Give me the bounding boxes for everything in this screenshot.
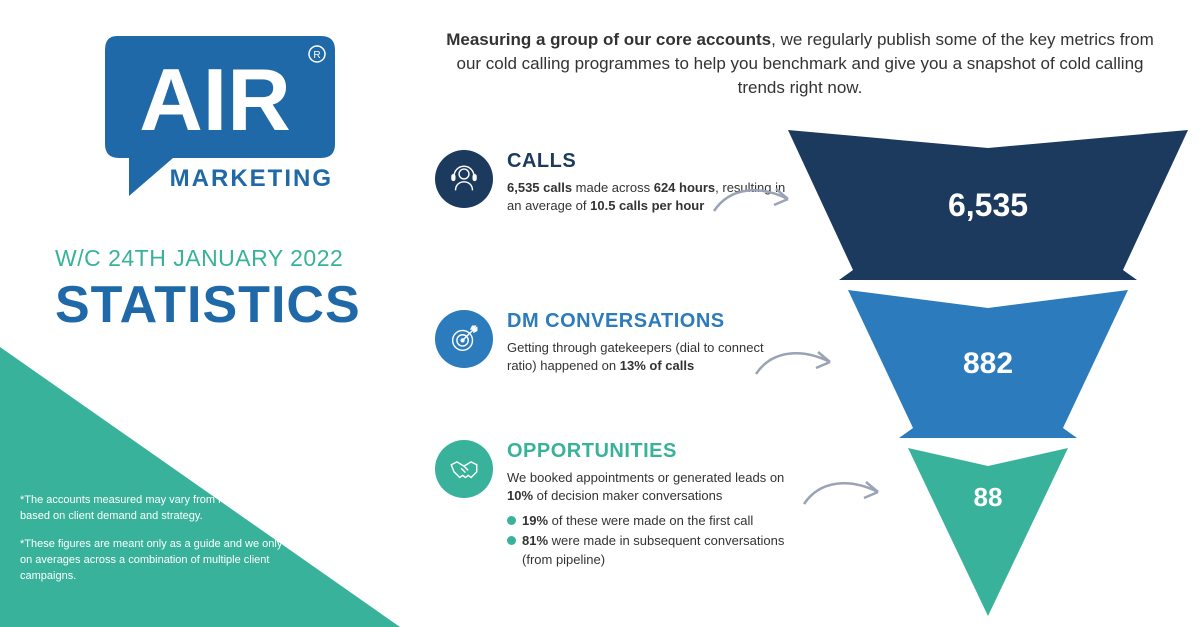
metric-calls-heading: CALLS <box>507 150 787 173</box>
metric-dm-heading: DM CONVERSATIONS <box>507 310 787 333</box>
opportunity-bullet: 19% of these were made on the first call <box>507 511 787 531</box>
metric-opps-heading: OPPORTUNITIES <box>507 440 787 463</box>
metric-dm-conversations: DM CONVERSATIONS Getting through gatekee… <box>435 310 787 375</box>
logo-text: AIR <box>139 50 291 149</box>
disclaimer-line-2: *These figures are meant only as a guide… <box>20 537 320 585</box>
brand-logo: AIR R MARKETING <box>105 28 335 208</box>
opportunity-bullet: 81% were made in subsequent conversation… <box>507 531 787 570</box>
funnel-segment: 882 <box>788 290 1188 438</box>
page-title: STATISTICS <box>55 275 361 335</box>
handshake-icon <box>435 440 493 498</box>
metric-opportunities: OPPORTUNITIES We booked appointments or … <box>435 440 787 570</box>
svg-text:R: R <box>313 50 320 61</box>
funnel-value: 6,535 <box>948 187 1028 224</box>
disclaimer-line-1: *The accounts measured may vary from rep… <box>20 493 320 525</box>
metric-opps-text: We booked appointments or generated lead… <box>507 469 787 505</box>
funnel-segment: 6,535 <box>788 130 1188 280</box>
date-line: W/C 24TH JANUARY 2022 <box>55 245 343 272</box>
headset-icon <box>435 150 493 208</box>
intro-text: Measuring a group of our core accounts, … <box>440 28 1160 99</box>
funnel-value: 88 <box>974 448 1003 513</box>
funnel-chart: 6,535 882 88 <box>788 130 1188 616</box>
metric-dm-text: Getting through gatekeepers (dial to con… <box>507 339 787 375</box>
metric-opps-bullets: 19% of these were made on the first call… <box>507 511 787 570</box>
target-icon <box>435 310 493 368</box>
funnel-value: 882 <box>963 347 1013 381</box>
intro-lead: Measuring a group of our core accounts <box>446 30 771 49</box>
funnel-segment: 88 <box>788 448 1188 616</box>
arrow-icon <box>710 175 800 225</box>
disclaimer: *The accounts measured may vary from rep… <box>20 493 320 597</box>
logo-subtext: MARKETING <box>170 165 333 192</box>
